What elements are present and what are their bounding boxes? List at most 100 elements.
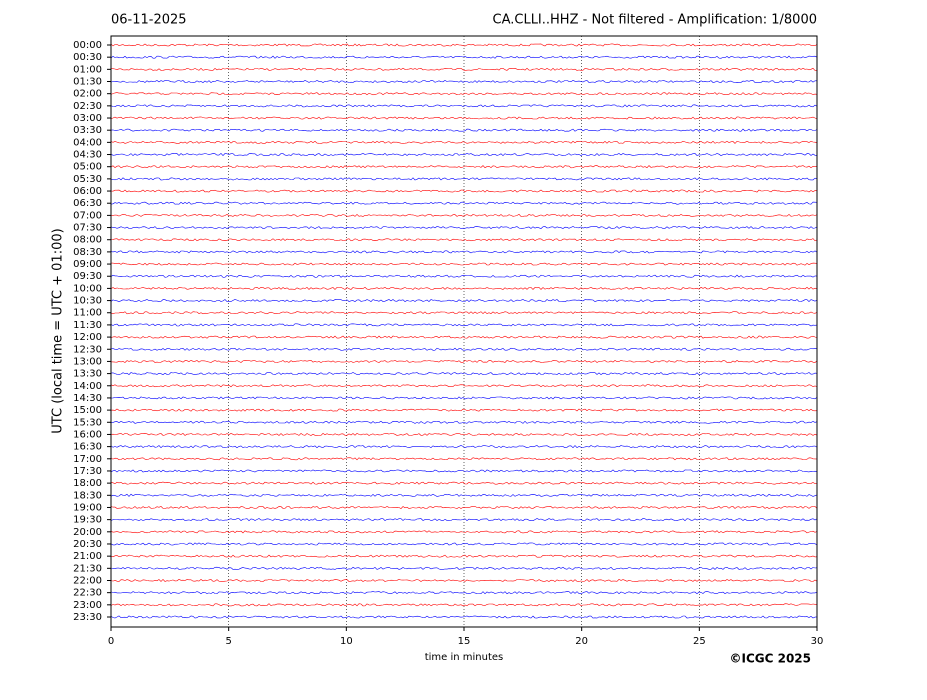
y-tick-label: 10:30 bbox=[73, 296, 102, 307]
trace bbox=[110, 335, 818, 339]
y-tick-label: 12:00 bbox=[73, 332, 102, 343]
y-axis-label: UTC (local time = UTC + 01:00) bbox=[51, 228, 66, 433]
trace bbox=[110, 299, 818, 303]
trace bbox=[110, 323, 818, 327]
y-tick-label: 15:30 bbox=[73, 417, 102, 428]
y-tick-label: 01:00 bbox=[73, 64, 102, 75]
trace bbox=[110, 408, 818, 412]
y-tick-label: 04:00 bbox=[73, 137, 102, 148]
y-tick-label: 08:00 bbox=[73, 235, 102, 246]
y-tick-label: 04:30 bbox=[73, 150, 102, 161]
trace bbox=[110, 506, 818, 509]
trace bbox=[110, 311, 818, 315]
trace bbox=[110, 396, 818, 400]
trace bbox=[110, 481, 818, 485]
y-tick-label: 06:30 bbox=[73, 198, 102, 209]
y-tick-label: 06:00 bbox=[73, 186, 102, 197]
trace bbox=[110, 469, 818, 473]
trace bbox=[110, 116, 818, 120]
trace bbox=[110, 420, 818, 424]
y-tick-label: 12:30 bbox=[73, 344, 102, 355]
x-tick-label: 0 bbox=[108, 636, 114, 647]
trace bbox=[110, 384, 818, 388]
y-tick-label: 14:00 bbox=[73, 381, 102, 392]
trace bbox=[110, 274, 818, 278]
y-tick-label: 03:00 bbox=[73, 113, 102, 124]
trace bbox=[110, 140, 818, 144]
y-tick-label: 19:30 bbox=[73, 515, 102, 526]
trace bbox=[110, 43, 818, 47]
y-tick-label: 00:30 bbox=[73, 52, 102, 63]
trace bbox=[110, 201, 818, 205]
chart-subtitle: CA.CLLI..HHZ - Not filtered - Amplificat… bbox=[493, 13, 818, 28]
trace bbox=[110, 152, 818, 157]
trace bbox=[110, 578, 818, 582]
trace bbox=[110, 554, 818, 558]
y-tick-label: 09:00 bbox=[73, 259, 102, 270]
y-tick-label: 18:30 bbox=[73, 490, 102, 501]
trace bbox=[110, 189, 818, 193]
y-tick-label: 08:30 bbox=[73, 247, 102, 258]
y-tick-label: 16:30 bbox=[73, 442, 102, 453]
y-tick-label: 20:00 bbox=[73, 527, 102, 538]
chart-title: 06-11-2025 bbox=[111, 13, 187, 28]
y-tick-label: 17:30 bbox=[73, 466, 102, 477]
y-tick-label: 20:30 bbox=[73, 539, 102, 550]
trace bbox=[110, 530, 818, 534]
x-tick-label: 5 bbox=[225, 636, 231, 647]
y-tick-label: 07:00 bbox=[73, 210, 102, 221]
y-tick-label: 15:00 bbox=[73, 405, 102, 416]
y-tick-label: 11:00 bbox=[73, 308, 102, 319]
plot-area bbox=[110, 36, 818, 627]
trace bbox=[110, 445, 818, 449]
trace bbox=[111, 213, 818, 217]
y-tick-label: 13:00 bbox=[73, 356, 102, 367]
x-axis-label: time in minutes bbox=[425, 652, 504, 663]
trace bbox=[110, 433, 818, 436]
x-tick-label: 20 bbox=[575, 636, 588, 647]
trace bbox=[110, 250, 818, 254]
trace bbox=[110, 359, 818, 363]
y-tick-label: 22:00 bbox=[73, 575, 102, 586]
y-tick-label: 23:00 bbox=[73, 600, 102, 611]
y-tick-label: 02:00 bbox=[73, 89, 102, 100]
trace bbox=[110, 80, 817, 83]
copyright: ©ICGC 2025 bbox=[729, 652, 811, 666]
trace bbox=[110, 177, 818, 181]
y-tick-label: 22:30 bbox=[73, 588, 102, 599]
y-tick-label: 02:30 bbox=[73, 101, 102, 112]
y-tick-label: 21:00 bbox=[73, 551, 102, 562]
y-tick-label: 19:00 bbox=[73, 502, 102, 513]
y-tick-label: 23:30 bbox=[73, 612, 102, 623]
trace bbox=[110, 128, 818, 132]
trace bbox=[110, 493, 818, 497]
trace bbox=[110, 566, 818, 570]
y-tick-label: 17:00 bbox=[73, 454, 102, 465]
trace bbox=[110, 591, 818, 595]
x-tick-label: 15 bbox=[458, 636, 471, 647]
trace bbox=[110, 226, 818, 230]
x-tick-label: 10 bbox=[340, 636, 353, 647]
y-tick-label: 10:00 bbox=[73, 283, 102, 294]
y-tick-label: 07:30 bbox=[73, 223, 102, 234]
y-tick-label: 11:30 bbox=[73, 320, 102, 331]
y-tick-label: 03:30 bbox=[73, 125, 102, 136]
y-tick-label: 05:30 bbox=[73, 174, 102, 185]
trace bbox=[110, 372, 818, 376]
trace bbox=[110, 457, 818, 461]
y-tick-label: 09:30 bbox=[73, 271, 102, 282]
trace bbox=[110, 542, 818, 546]
trace bbox=[110, 347, 818, 351]
y-tick-label: 01:30 bbox=[73, 77, 102, 88]
trace bbox=[110, 262, 818, 266]
y-tick-label: 00:00 bbox=[73, 40, 102, 51]
x-tick-label: 25 bbox=[693, 636, 706, 647]
y-tick-label: 21:30 bbox=[73, 563, 102, 574]
trace bbox=[110, 92, 818, 96]
trace bbox=[110, 603, 817, 607]
trace bbox=[110, 286, 818, 290]
trace bbox=[110, 104, 818, 108]
trace bbox=[110, 518, 818, 522]
y-tick-label: 16:00 bbox=[73, 429, 102, 440]
